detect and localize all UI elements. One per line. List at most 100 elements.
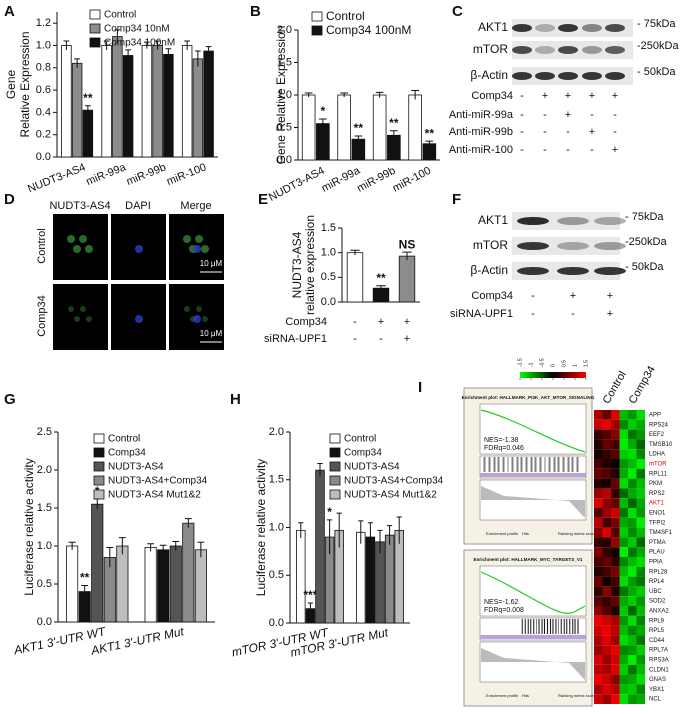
gene-label: UBC bbox=[649, 589, 662, 595]
heatmap-cell bbox=[628, 566, 637, 577]
fluorescence bbox=[80, 306, 86, 312]
heatmap-cell bbox=[602, 508, 611, 518]
y-tick-label: 1.5 bbox=[277, 56, 292, 68]
nucleus bbox=[193, 315, 201, 323]
heatmap-cell bbox=[594, 596, 603, 606]
bar bbox=[301, 94, 316, 161]
condition-mark: + bbox=[589, 90, 595, 102]
error-bar bbox=[319, 118, 327, 129]
size-label: -250kDa bbox=[637, 40, 679, 52]
condition-mark: - bbox=[613, 109, 617, 121]
heatmap-cell bbox=[628, 488, 637, 499]
heatmap-cell bbox=[594, 459, 603, 469]
heatmap-cell bbox=[636, 557, 645, 567]
heatmap-cell bbox=[611, 468, 620, 479]
heatmap-cell bbox=[636, 615, 645, 626]
bar bbox=[169, 545, 182, 623]
heatmap-cell bbox=[602, 615, 611, 626]
heatmap-cell bbox=[594, 576, 603, 587]
protein-label: mTOR bbox=[473, 238, 508, 252]
y-tick-label: 1.0 bbox=[321, 247, 336, 259]
heatmap-cell bbox=[602, 586, 611, 597]
heatmap-cell bbox=[619, 439, 628, 450]
legend-swatch bbox=[311, 25, 323, 36]
heatmap-cell bbox=[602, 527, 611, 538]
heatmap-cell bbox=[611, 488, 620, 499]
error-bar bbox=[340, 92, 348, 97]
blot-band bbox=[594, 267, 626, 275]
gene-label: RPS24 bbox=[649, 422, 669, 428]
heatmap-cell bbox=[636, 419, 645, 430]
protein-label: β-Actin bbox=[470, 68, 508, 82]
colorbar-label: 1.5 bbox=[583, 360, 589, 367]
gene-label: CLDN1 bbox=[649, 667, 669, 673]
heatmap-cell bbox=[611, 576, 620, 587]
heatmap-cell bbox=[628, 664, 637, 675]
heatmap-cell bbox=[619, 419, 628, 430]
heatmap-cell bbox=[602, 547, 611, 557]
gene-label: RPL9 bbox=[649, 618, 665, 624]
blot-band bbox=[517, 217, 549, 225]
heatmap-cell bbox=[628, 655, 637, 665]
heatmap-cell bbox=[594, 517, 603, 528]
nucleus bbox=[193, 245, 201, 253]
heatmap-cell bbox=[594, 615, 603, 626]
heatmap-cell bbox=[611, 586, 620, 597]
heatmap-cell bbox=[611, 645, 620, 655]
condition-mark: + bbox=[612, 90, 618, 102]
heatmap-cell bbox=[602, 517, 611, 528]
heatmap-cell bbox=[636, 429, 645, 440]
nes: NES=-1.38 bbox=[484, 437, 519, 444]
gene-label: LDHA bbox=[649, 452, 665, 458]
heatmap-cell bbox=[636, 606, 645, 616]
bar bbox=[394, 529, 404, 624]
heatmap-cell bbox=[611, 674, 620, 685]
error-bar bbox=[376, 285, 386, 291]
protein-label: AKT1 bbox=[478, 213, 508, 227]
y-tick-label: 1.5 bbox=[269, 474, 284, 486]
fluorescence bbox=[67, 235, 75, 243]
significance: ** bbox=[425, 126, 435, 140]
condition-mark: - bbox=[353, 316, 357, 328]
blot-strip bbox=[512, 212, 620, 230]
heatmap-cell bbox=[636, 566, 645, 577]
y-tick-label: 1.0 bbox=[36, 39, 51, 51]
condition-mark: - bbox=[531, 290, 535, 302]
blot-band bbox=[594, 242, 626, 250]
heatmap-cell bbox=[602, 674, 611, 685]
panel-label: E bbox=[258, 191, 268, 208]
condition-label: siRNA-UPF1 bbox=[264, 333, 327, 345]
column-header: DAPI bbox=[125, 200, 151, 212]
gene-label: RPS2 bbox=[649, 491, 665, 497]
bar bbox=[337, 94, 351, 161]
error-bar bbox=[103, 40, 110, 50]
legend-label: Comp34 10nM bbox=[104, 24, 170, 35]
legend-label: NUDT3-AS4 bbox=[108, 462, 164, 473]
bar bbox=[384, 534, 395, 624]
heatmap-cell bbox=[611, 655, 620, 665]
legend-label: Control bbox=[326, 9, 365, 23]
gene-label: EEF2 bbox=[649, 432, 665, 438]
error-bar bbox=[396, 516, 402, 544]
heatmap-cell bbox=[602, 694, 611, 704]
size-label: - 50kDa bbox=[637, 66, 676, 78]
condition-mark: + bbox=[404, 333, 410, 345]
legend-swatch bbox=[93, 489, 105, 500]
gene-label: AKT1 bbox=[649, 501, 665, 507]
heatmap-cell bbox=[628, 410, 637, 420]
heatmap-cell bbox=[628, 419, 637, 430]
colorbar-cell bbox=[547, 372, 550, 378]
heatmap-cell bbox=[619, 478, 628, 489]
fluorescence bbox=[195, 235, 203, 243]
error-bar bbox=[336, 512, 342, 548]
significance: ** bbox=[354, 121, 364, 135]
fdr: FDRq=0.046 bbox=[484, 445, 524, 452]
significance: ** bbox=[80, 571, 90, 585]
colorbar-cell bbox=[523, 372, 526, 378]
blot-band bbox=[605, 46, 625, 54]
y-axis-label: Gene Relative Expression bbox=[274, 26, 288, 165]
heatmap-cell bbox=[611, 694, 620, 704]
column-header: NUDT3-AS4 bbox=[49, 200, 110, 212]
colorbar-cell bbox=[535, 372, 538, 378]
blot-band bbox=[512, 72, 532, 80]
